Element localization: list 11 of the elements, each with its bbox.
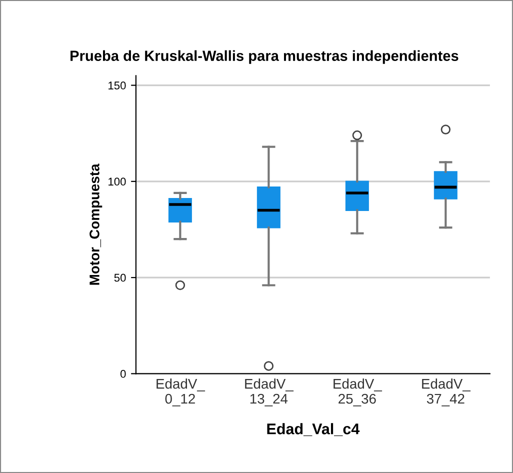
x-axis-title: Edad_Val_c4	[267, 423, 360, 436]
y-tick-label: 0	[120, 370, 126, 378]
y-tick-label: 100	[108, 178, 126, 186]
x-tick-label: EdadV_ 37_42	[422, 378, 471, 406]
x-tick-label: EdadV_ 0_12	[156, 378, 206, 406]
y-tick-label: 150	[108, 82, 126, 90]
y-tick-label: 50	[114, 274, 126, 282]
x-tick-label: EdadV_ 13_24	[245, 378, 294, 406]
y-axis-title: Motor_Compuesta	[90, 164, 102, 285]
chart-title: Prueba de Kruskal-Wallis para muestras independientes	[70, 50, 458, 64]
x-tick-label: EdadV_ 25_36	[334, 378, 382, 406]
